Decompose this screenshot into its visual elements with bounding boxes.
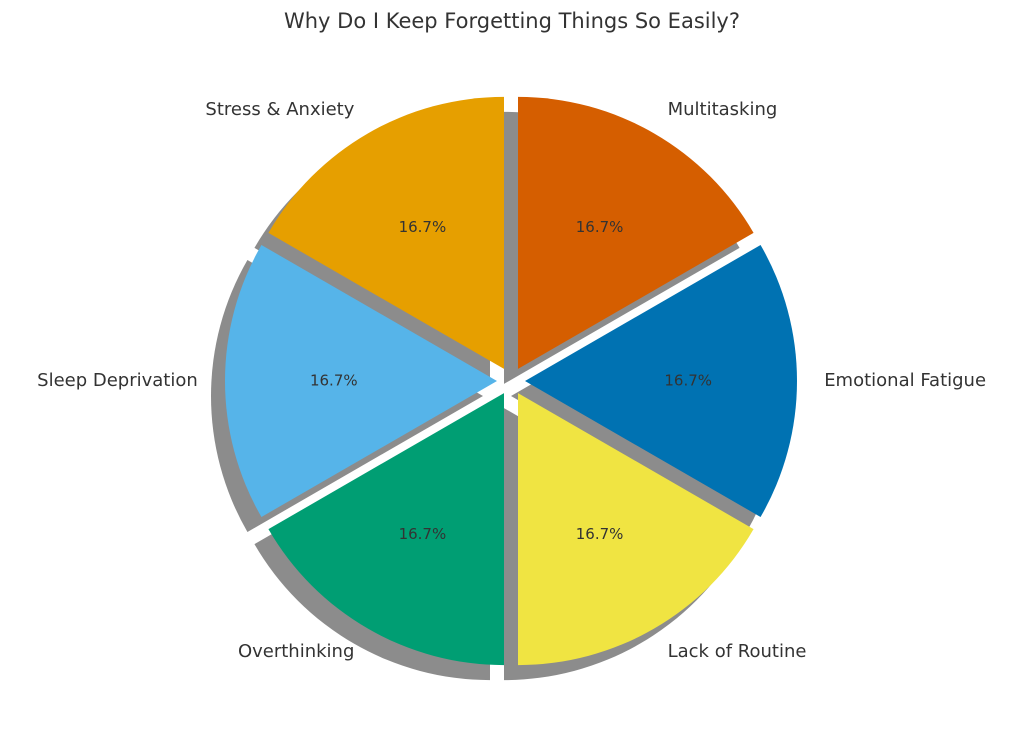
slice-label: Sleep Deprivation	[37, 370, 198, 391]
slice	[268, 393, 504, 666]
slice-label: Stress & Anxiety	[205, 99, 354, 120]
slice	[518, 393, 754, 666]
slice	[518, 96, 754, 369]
slice-label: Overthinking	[238, 641, 354, 662]
percent-label: 16.7%	[576, 525, 624, 543]
chart-title: Why Do I Keep Forgetting Things So Easil…	[284, 9, 740, 33]
slice	[225, 245, 497, 517]
slice	[268, 96, 504, 369]
slice-label: Lack of Routine	[668, 641, 807, 662]
percent-label: 16.7%	[310, 372, 358, 390]
percent-label: 16.7%	[399, 525, 447, 543]
slice-label: Multitasking	[668, 99, 778, 120]
percent-label: 16.7%	[664, 372, 712, 390]
percent-label: 16.7%	[576, 218, 624, 236]
percent-label: 16.7%	[399, 218, 447, 236]
slice-label: Emotional Fatigue	[824, 370, 986, 391]
slice	[525, 245, 797, 517]
